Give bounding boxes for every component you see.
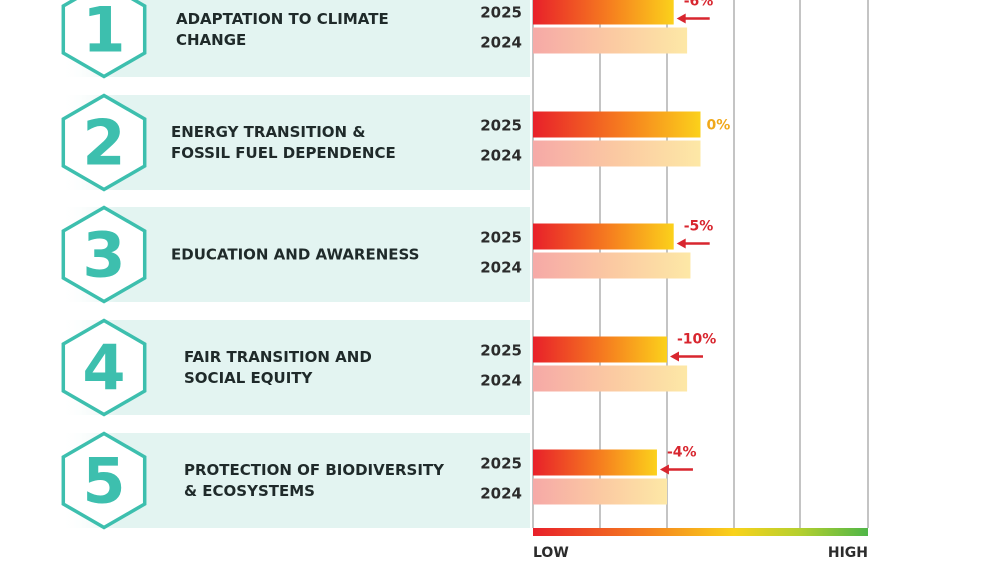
change-label: -5% xyxy=(684,219,714,235)
bar-2025 xyxy=(533,223,674,250)
bar-2024 xyxy=(533,140,701,167)
hexagon-badge xyxy=(61,0,147,79)
bar-2024 xyxy=(533,478,667,505)
category-number: 4 xyxy=(82,332,125,405)
category-label: FOSSIL FUEL DEPENDENCE xyxy=(171,144,396,162)
change-label: 0% xyxy=(707,118,731,134)
year-label-2024: 2024 xyxy=(480,485,522,503)
category-label: ENERGY TRANSITION & xyxy=(171,123,365,141)
category-number: 5 xyxy=(82,445,125,518)
category-number: 1 xyxy=(82,0,125,67)
category-label: ADAPTATION TO CLIMATE xyxy=(176,10,389,28)
year-label-2025: 2025 xyxy=(480,342,522,360)
category-label: PROTECTION OF BIODIVERSITY xyxy=(184,461,445,479)
bar-2025 xyxy=(533,111,701,138)
category-row: 3 EDUCATION AND AWARENESS 2025 2024 -5% xyxy=(61,205,714,304)
scale-low-label: LOW xyxy=(533,545,569,561)
year-label-2025: 2025 xyxy=(480,4,522,22)
category-rows: 1 ADAPTATION TO CLIMATE CHANGE 2025 2024 -6% 2… xyxy=(61,0,731,530)
bar-2024 xyxy=(533,252,691,279)
bar-2025 xyxy=(533,336,667,363)
change-label: -4% xyxy=(667,445,697,461)
year-label-2024: 2024 xyxy=(480,34,522,52)
category-label: SOCIAL EQUITY xyxy=(184,369,314,387)
hexagon-badge xyxy=(61,205,147,304)
hexagon-badge xyxy=(61,93,147,192)
category-number: 3 xyxy=(82,219,125,292)
change-label: -6% xyxy=(684,0,714,10)
category-number: 2 xyxy=(82,107,125,180)
category-row: 4 FAIR TRANSITION AND SOCIAL EQUITY 2025 202… xyxy=(61,318,716,417)
category-row: 1 ADAPTATION TO CLIMATE CHANGE 2025 2024 -6% xyxy=(61,0,714,79)
category-label: FAIR TRANSITION AND xyxy=(184,348,372,366)
change-arrowhead xyxy=(676,13,686,24)
bar-2024 xyxy=(533,365,688,392)
change-arrowhead xyxy=(670,351,679,362)
scale-bar: LOW HIGH xyxy=(533,528,868,561)
scale-high-label: HIGH xyxy=(828,545,868,561)
bar-2025 xyxy=(533,0,674,25)
category-label: & ECOSYSTEMS xyxy=(184,482,315,500)
bar-2025 xyxy=(533,449,657,476)
category-label: CHANGE xyxy=(176,31,246,49)
bar-2024 xyxy=(533,27,688,54)
year-label-2024: 2024 xyxy=(480,372,522,390)
change-arrowhead xyxy=(676,238,686,249)
category-row: 2 ENERGY TRANSITION & FOSSIL FUEL DEPENDEN… xyxy=(61,93,731,192)
year-label-2024: 2024 xyxy=(480,259,522,277)
change-label: -10% xyxy=(677,332,716,348)
hexagon-badge xyxy=(61,431,147,530)
year-label-2025: 2025 xyxy=(480,117,522,135)
change-arrowhead xyxy=(659,464,669,475)
year-label-2024: 2024 xyxy=(480,147,522,165)
category-row: 5 PROTECTION OF BIODIVERSITY & ECOSYSTEMS 2… xyxy=(61,431,697,530)
hexagon-badge xyxy=(61,318,147,417)
category-label: EDUCATION AND AWARENESS xyxy=(171,246,419,264)
year-label-2025: 2025 xyxy=(480,455,522,473)
scale-gradient xyxy=(533,528,868,536)
year-label-2025: 2025 xyxy=(480,229,522,247)
